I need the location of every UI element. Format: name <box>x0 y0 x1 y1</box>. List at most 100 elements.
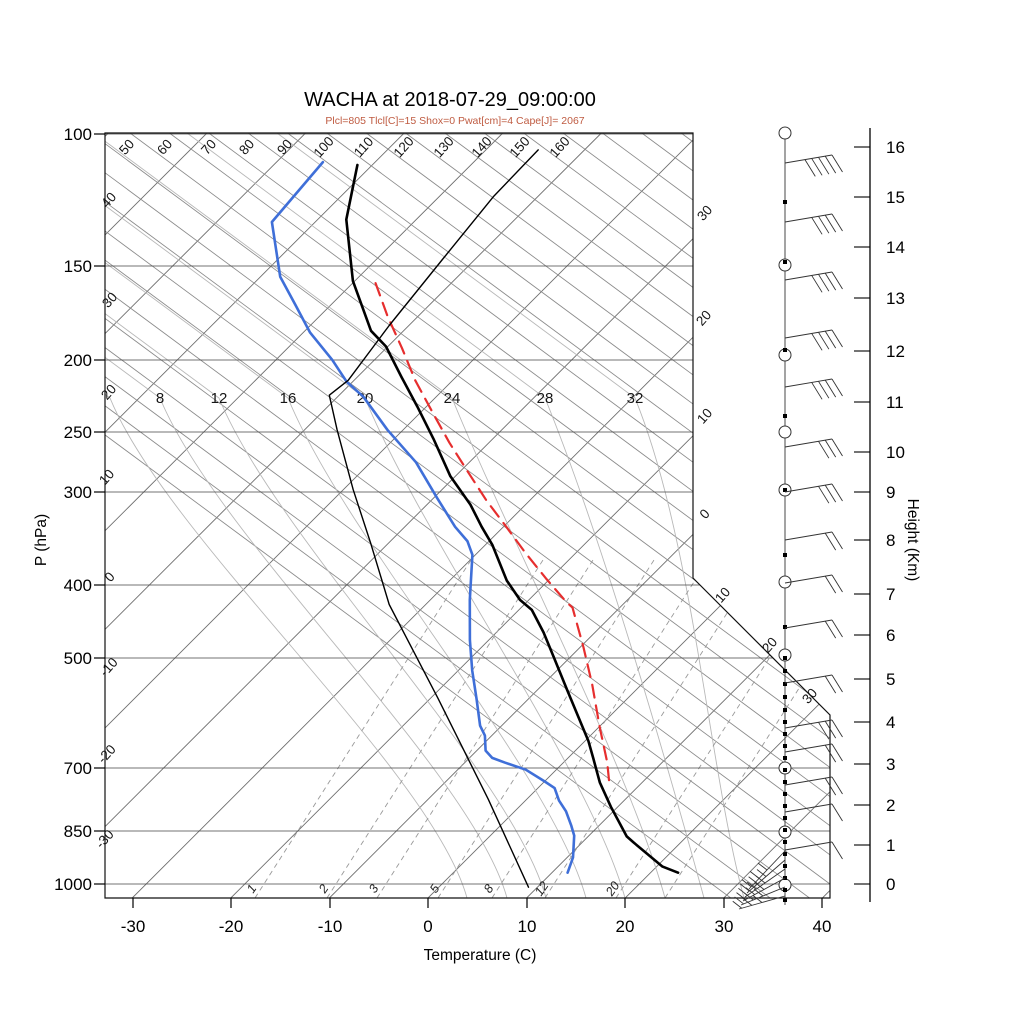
grid-label: 30 <box>99 289 120 310</box>
station-dot <box>783 804 787 808</box>
wind-barb <box>784 574 843 594</box>
grid-label: 11 <box>886 393 904 412</box>
station-circle <box>778 126 792 140</box>
surface-wind-barb <box>734 886 786 906</box>
plot-frame <box>104 132 831 899</box>
isotherm-line <box>105 133 504 898</box>
wind-barb <box>784 803 843 822</box>
grid-label: 150 <box>507 134 533 161</box>
moist-adiabat-curve <box>105 133 626 898</box>
dry-adiabat-line <box>105 133 830 898</box>
dry-adiabat-line <box>484 133 830 898</box>
station-dot <box>783 744 787 748</box>
moist-adiabat-curve <box>105 133 547 898</box>
wind-barb <box>784 483 843 504</box>
x-axis-title: Temperature (C) <box>424 947 537 964</box>
station-dot <box>783 656 787 660</box>
grid-label: 14 <box>886 238 905 257</box>
station-dot <box>783 708 787 712</box>
grid-label: 40 <box>98 189 119 210</box>
mixing-ratio-line <box>664 559 830 898</box>
wind-barb <box>784 329 843 351</box>
moist-adiabat-curve <box>276 133 745 898</box>
grid-label: 60 <box>154 136 175 157</box>
station-circle <box>778 258 792 272</box>
dry-adiabat-line <box>105 133 830 898</box>
station-circle <box>778 648 792 662</box>
isotherm-line <box>105 133 208 898</box>
grid-label: 400 <box>64 576 92 595</box>
sounding-profiles <box>270 149 680 888</box>
station-dot <box>783 625 787 629</box>
grid-label: 24 <box>444 390 461 407</box>
station-dot <box>783 768 787 772</box>
grid-label: 2 <box>886 796 895 815</box>
station-dot <box>783 852 787 856</box>
dry-adiabat-line <box>602 133 830 898</box>
station-dot <box>783 792 787 796</box>
wind-barb <box>784 154 843 177</box>
wind-barb <box>784 674 843 694</box>
dry-adiabat-line <box>917 133 1024 898</box>
grid-label: 30 <box>799 685 820 706</box>
grid-label: 80 <box>236 136 257 157</box>
grid-label: 7 <box>886 585 895 604</box>
dry-adiabat-line <box>105 133 830 898</box>
isotherm-line <box>526 133 830 898</box>
isotherm-line <box>105 133 799 898</box>
dry-adiabat-line <box>105 133 830 898</box>
grid-label: 850 <box>64 822 92 841</box>
grid-label: 6 <box>886 626 895 645</box>
grid-label: 8 <box>886 531 895 550</box>
mixing-ratio-line <box>544 559 762 898</box>
isotherm-line <box>105 133 405 898</box>
isotherm-line <box>105 133 109 898</box>
grid-label: 200 <box>64 351 92 370</box>
grid-label: -20 <box>219 917 244 936</box>
station-dot <box>783 828 787 832</box>
temperature-curve <box>344 163 680 875</box>
wind-barb <box>784 213 843 235</box>
station-dot <box>783 669 787 673</box>
dry-adiabat-line <box>641 133 830 898</box>
plot-boundary <box>104 132 831 899</box>
grid-label: 20 <box>616 917 635 936</box>
station-dot <box>783 864 787 868</box>
grid-label: 30 <box>694 202 715 223</box>
station-dot <box>783 682 787 686</box>
grid-label: 20 <box>759 634 780 655</box>
grid-label: 150 <box>64 257 92 276</box>
grid-label: 10 <box>96 466 117 487</box>
station-dot <box>783 732 787 736</box>
grid-label: 16 <box>886 138 905 157</box>
wind-barb <box>784 776 843 796</box>
station-dot <box>783 488 787 492</box>
wind-barb <box>784 378 843 400</box>
grid-label: 50 <box>116 136 137 157</box>
grid-label: 0 <box>697 506 713 522</box>
dry-adiabat-line <box>839 133 1024 898</box>
station-dot <box>783 553 787 557</box>
station-dot <box>783 888 787 892</box>
dry-adiabat-line <box>105 133 732 898</box>
isotherm-line <box>723 133 830 898</box>
wind-barb <box>784 841 843 860</box>
dry-adiabat-line <box>105 133 830 898</box>
dry-adiabat-line <box>957 133 1024 898</box>
grid-label: 10 <box>518 917 537 936</box>
grid-label: 0 <box>102 569 118 585</box>
grid-label: 20 <box>693 307 714 328</box>
isotherm-line <box>105 133 602 898</box>
station-dot <box>783 780 787 784</box>
dry-adiabat-line <box>105 133 830 898</box>
pressure-gridlines <box>105 133 830 885</box>
dry-adiabat-line <box>405 133 830 898</box>
station-dot <box>783 840 787 844</box>
grid-label: 0 <box>886 875 895 894</box>
wind-barb-column <box>732 126 843 910</box>
grid-label: 20 <box>602 879 622 899</box>
dry-adiabat-line <box>523 133 830 898</box>
dry-adiabat-line <box>326 133 830 898</box>
dewpoint-curve <box>270 160 576 875</box>
